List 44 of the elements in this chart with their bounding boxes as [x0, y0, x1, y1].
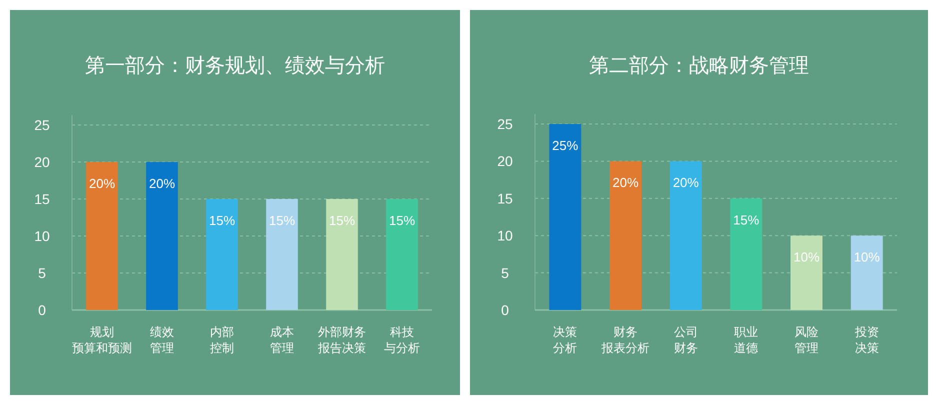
y-tick-label: 5	[38, 265, 46, 281]
y-tick-label: 25	[34, 117, 50, 133]
bar	[790, 236, 822, 310]
x-tick-label: 外部财务报告决策	[317, 325, 366, 355]
x-tick-label: 公司财务	[674, 325, 698, 355]
x-tick-label: 成本管理	[270, 325, 294, 355]
y-tick-label: 5	[501, 264, 510, 281]
data-label: 20%	[88, 176, 116, 191]
y-tick-label: 0	[501, 302, 510, 318]
chart-title: 第二部分：战略财务管理	[589, 55, 809, 77]
x-tick-label: 规划预算和预测	[72, 325, 132, 355]
y-tick-label: 15	[497, 190, 513, 206]
chart-title: 第一部分：财务规划、绩效与分析	[85, 55, 385, 77]
x-tick-label: 职业道德	[734, 325, 758, 355]
x-tick-label: 内部控制	[210, 325, 234, 355]
y-tick-label: 25	[497, 116, 513, 132]
y-tick-label: 10	[34, 228, 50, 244]
x-tick-label: 投资决策	[854, 325, 879, 355]
data-label: 20%	[612, 175, 639, 190]
bar	[670, 161, 702, 310]
y-tick-label: 15	[34, 191, 50, 207]
data-label: 15%	[328, 213, 356, 228]
bar	[610, 161, 642, 310]
data-label: 15%	[208, 213, 236, 228]
data-label: 15%	[388, 213, 416, 228]
data-label: 25%	[552, 138, 579, 153]
y-tick-label: 0	[38, 302, 46, 318]
data-label: 10%	[793, 250, 820, 265]
data-label: 10%	[854, 250, 880, 265]
data-label: 20%	[672, 175, 700, 190]
x-tick-label: 决策分析	[553, 325, 578, 355]
data-label: 15%	[733, 212, 760, 228]
bar	[730, 198, 762, 310]
y-tick-label: 20	[497, 153, 513, 170]
x-tick-label: 财务报表分析	[600, 325, 650, 355]
x-tick-label: 科技与分析	[384, 325, 420, 355]
y-tick-label: 10	[497, 228, 513, 244]
data-label: 20%	[148, 176, 176, 191]
data-label: 15%	[268, 213, 296, 228]
y-tick-label: 20	[34, 154, 50, 170]
x-tick-label: 绩效管理	[150, 325, 174, 355]
bar	[549, 124, 582, 310]
bar	[850, 236, 883, 310]
x-tick-label: 风险管理	[794, 325, 818, 355]
